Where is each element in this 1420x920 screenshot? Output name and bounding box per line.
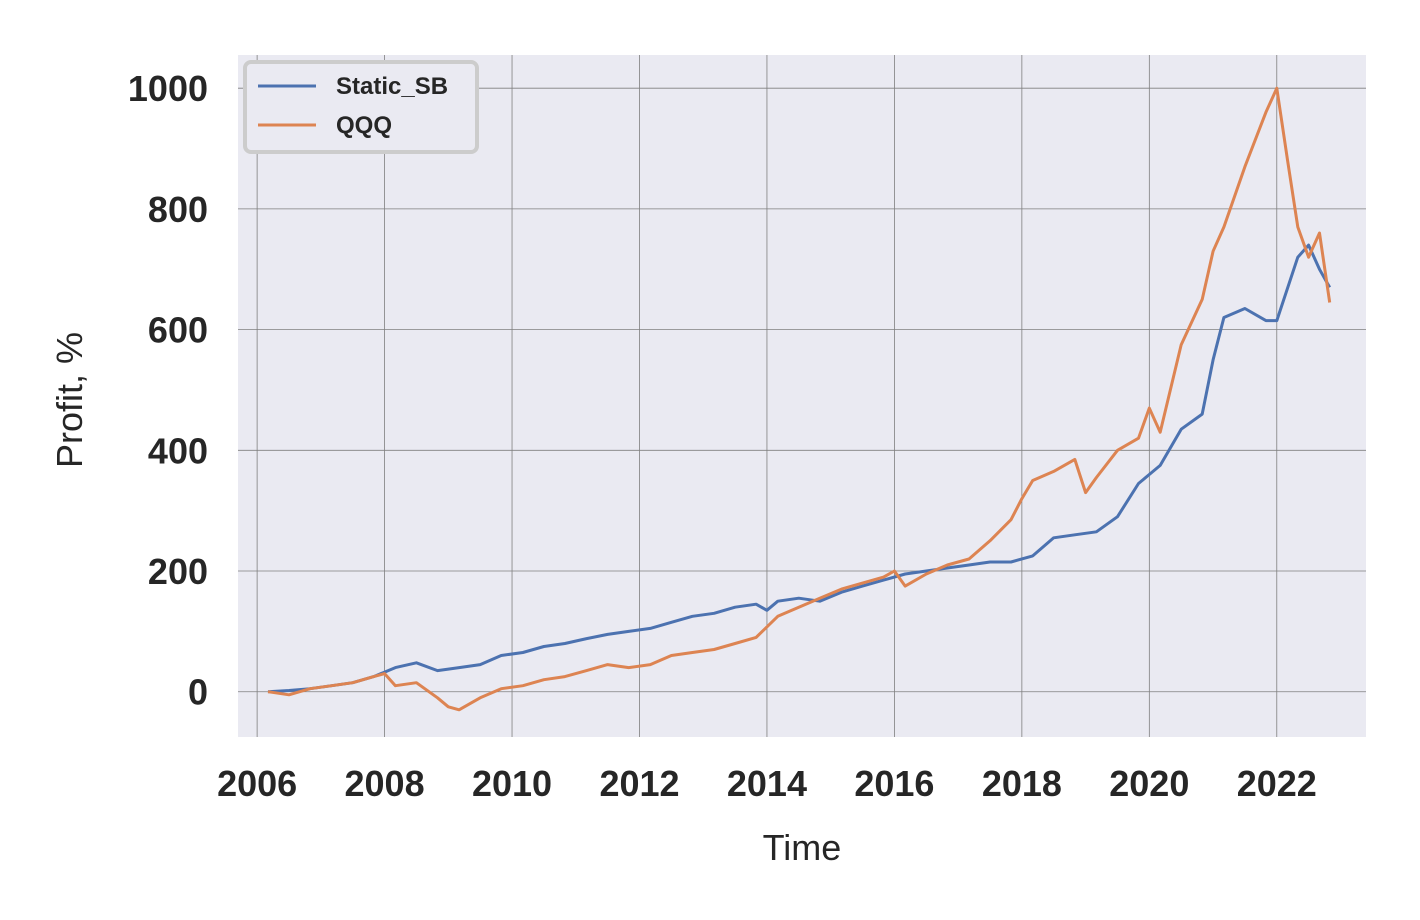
x-tick-label: 2022 <box>1237 763 1317 804</box>
y-tick-label: 800 <box>148 189 208 230</box>
x-tick-label: 2012 <box>599 763 679 804</box>
y-axis-label: Profit, % <box>49 332 90 468</box>
grid <box>238 55 1366 737</box>
x-tick-label: 2016 <box>854 763 934 804</box>
y-tick-label: 0 <box>188 672 208 713</box>
x-tick-label: 2006 <box>217 763 297 804</box>
legend-label-static-sb: Static_SB <box>336 73 448 100</box>
y-tick-label: 1000 <box>128 68 208 109</box>
series-line-qqq <box>267 86 1332 712</box>
y-tick-labels: 0 200 400 600 800 1000 <box>128 68 208 713</box>
x-tick-label: 2018 <box>982 763 1062 804</box>
x-tick-label: 2014 <box>727 763 807 804</box>
x-tick-label: 2010 <box>472 763 552 804</box>
y-tick-label: 200 <box>148 551 208 592</box>
series-line-static-sb <box>267 243 1332 694</box>
legend: Static_SB QQQ <box>243 60 479 154</box>
series-lines <box>267 86 1332 712</box>
x-axis-label: Time <box>763 827 842 868</box>
x-tick-label: 2008 <box>345 763 425 804</box>
plot-background <box>238 55 1366 737</box>
x-tick-label: 2020 <box>1109 763 1189 804</box>
y-tick-label: 600 <box>148 310 208 351</box>
legend-label-qqq: QQQ <box>336 112 392 139</box>
y-tick-label: 400 <box>148 430 208 471</box>
x-tick-labels: 2006 2008 2010 2012 2014 2016 2018 2020 2022 <box>217 763 1317 804</box>
